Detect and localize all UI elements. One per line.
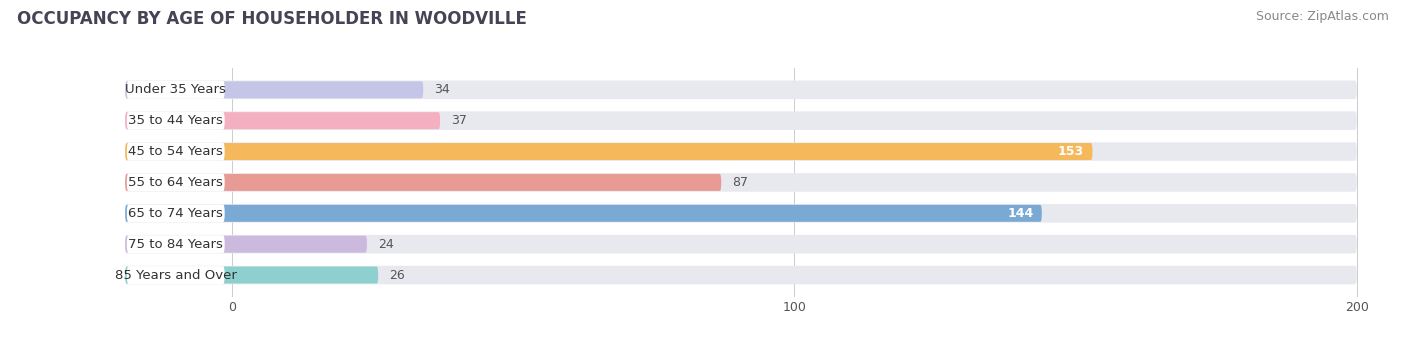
- Text: Under 35 Years: Under 35 Years: [125, 83, 226, 96]
- Text: 144: 144: [1007, 207, 1033, 220]
- FancyBboxPatch shape: [125, 112, 1357, 130]
- FancyBboxPatch shape: [127, 174, 225, 191]
- Text: 85 Years and Over: 85 Years and Over: [115, 269, 236, 282]
- FancyBboxPatch shape: [125, 173, 1357, 192]
- Text: 45 to 54 Years: 45 to 54 Years: [128, 145, 224, 158]
- Text: 153: 153: [1057, 145, 1084, 158]
- Text: 26: 26: [389, 269, 405, 282]
- Text: Source: ZipAtlas.com: Source: ZipAtlas.com: [1256, 10, 1389, 23]
- FancyBboxPatch shape: [125, 205, 1042, 222]
- FancyBboxPatch shape: [127, 266, 225, 284]
- FancyBboxPatch shape: [125, 143, 1092, 160]
- FancyBboxPatch shape: [125, 204, 1357, 223]
- FancyBboxPatch shape: [127, 112, 225, 130]
- Text: 87: 87: [733, 176, 748, 189]
- Text: 75 to 84 Years: 75 to 84 Years: [128, 238, 224, 251]
- Text: 55 to 64 Years: 55 to 64 Years: [128, 176, 224, 189]
- FancyBboxPatch shape: [127, 235, 225, 253]
- FancyBboxPatch shape: [125, 266, 1357, 284]
- FancyBboxPatch shape: [125, 267, 378, 284]
- FancyBboxPatch shape: [125, 81, 423, 98]
- FancyBboxPatch shape: [127, 204, 225, 222]
- FancyBboxPatch shape: [125, 112, 440, 129]
- FancyBboxPatch shape: [125, 236, 367, 253]
- Text: 65 to 74 Years: 65 to 74 Years: [128, 207, 224, 220]
- FancyBboxPatch shape: [125, 235, 1357, 253]
- Text: 35 to 44 Years: 35 to 44 Years: [128, 114, 224, 127]
- Text: 24: 24: [378, 238, 394, 251]
- Text: 34: 34: [434, 83, 450, 96]
- FancyBboxPatch shape: [125, 80, 1357, 99]
- FancyBboxPatch shape: [125, 174, 721, 191]
- FancyBboxPatch shape: [125, 142, 1357, 161]
- Text: OCCUPANCY BY AGE OF HOUSEHOLDER IN WOODVILLE: OCCUPANCY BY AGE OF HOUSEHOLDER IN WOODV…: [17, 10, 527, 28]
- Text: 37: 37: [451, 114, 467, 127]
- FancyBboxPatch shape: [127, 143, 225, 161]
- FancyBboxPatch shape: [127, 81, 225, 99]
